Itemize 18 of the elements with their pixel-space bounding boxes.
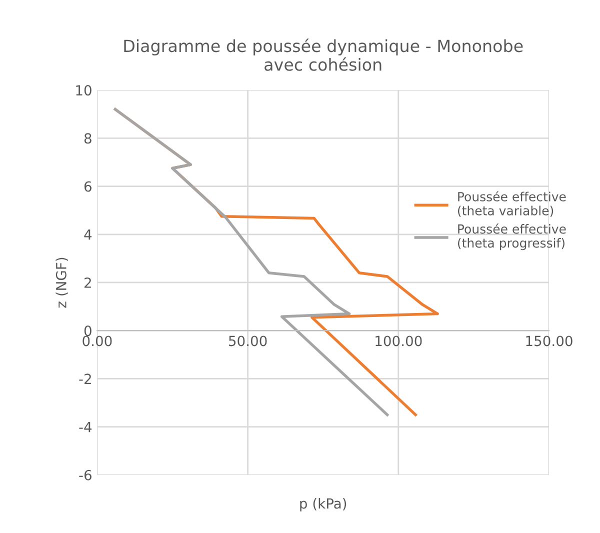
y-tick-label: -6 — [79, 470, 92, 480]
x-tick-label: 150.00 — [526, 336, 572, 346]
y-axis-title: z (NGF) — [56, 258, 68, 308]
y-tick-label: 0 — [84, 326, 92, 336]
y-tick-label: 6 — [84, 181, 92, 192]
y-tick-label: 4 — [84, 230, 92, 240]
x-axis-title: p (kPa) — [300, 498, 346, 512]
y-tick-label: -4 — [79, 422, 92, 432]
legend-label: Poussée effective (theta progressif) — [458, 224, 566, 250]
legend-label: Poussée effective (theta variable) — [458, 191, 566, 217]
x-tick-label: 50.00 — [228, 336, 267, 346]
y-tick-label: 10 — [76, 85, 92, 96]
x-tick-label: 100.00 — [376, 336, 422, 346]
y-tick-label: -2 — [79, 374, 91, 384]
y-tick-label: 8 — [84, 133, 92, 144]
x-tick-label: 0.00 — [82, 336, 112, 346]
y-tick-label: 2 — [84, 277, 91, 288]
chart-title: Diagramme de poussée dynamique - Mononobe avec cohésion — [124, 38, 523, 71]
